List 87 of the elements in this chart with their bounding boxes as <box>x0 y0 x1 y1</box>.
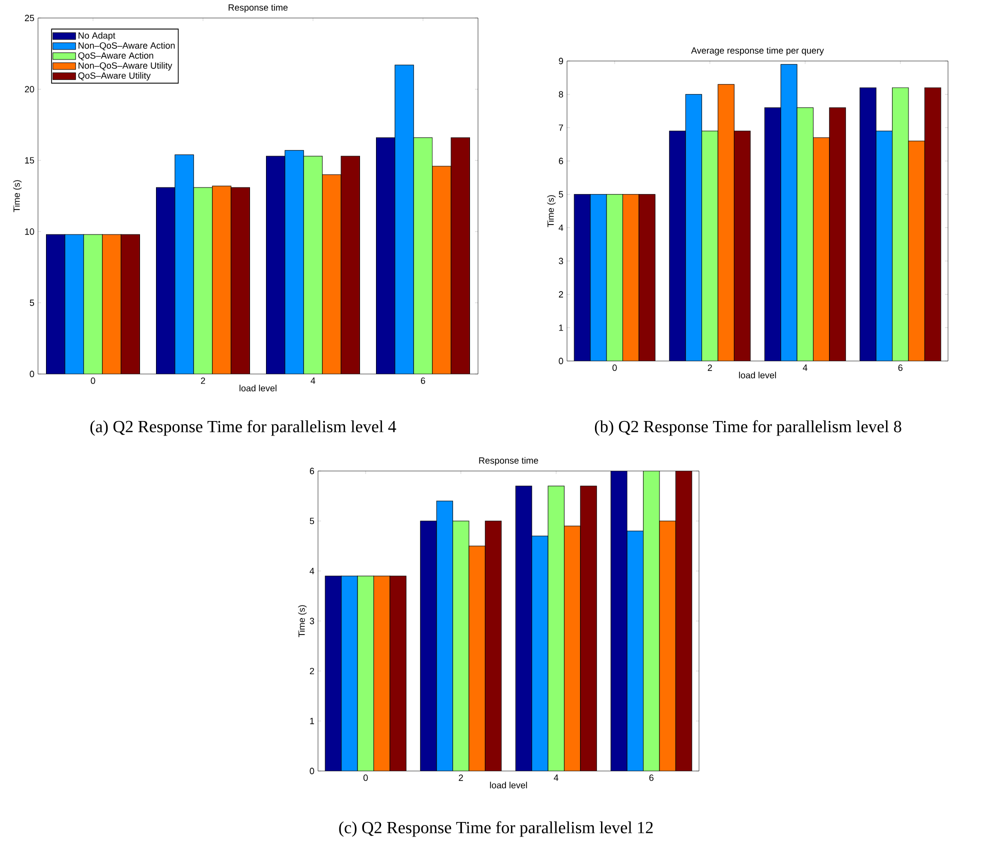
legend-label: Non–QoS–Aware Action <box>78 42 175 50</box>
legend-label: QoS–Aware Action <box>78 52 154 60</box>
bar <box>468 546 486 771</box>
bar <box>373 576 390 771</box>
x-tick-label: 6 <box>898 364 902 371</box>
bar <box>266 156 286 374</box>
bar <box>413 137 433 374</box>
bar <box>643 470 660 771</box>
bar <box>908 140 925 361</box>
y-tick-label: 2 <box>310 668 314 674</box>
y-tick-label: 6 <box>310 468 314 474</box>
y-tick-label: 0 <box>310 768 314 774</box>
x-axis-title: load level <box>240 384 276 392</box>
x-tick-label: 2 <box>200 378 206 384</box>
y-axis-title: Time (s) <box>13 180 22 212</box>
y-tick-label: 4 <box>558 224 564 231</box>
bar <box>303 156 323 374</box>
y-tick-label: 7 <box>558 124 564 131</box>
text: (c) Q2 Response Time for parallelism level 12 <box>339 821 653 837</box>
x-tick-label: 4 <box>802 364 808 371</box>
bar <box>812 137 830 361</box>
bar <box>659 520 676 771</box>
bar <box>764 107 782 361</box>
bar <box>450 137 470 374</box>
x-tick-label: 0 <box>363 774 368 781</box>
bar <box>376 137 396 374</box>
y-tick-label: 9 <box>558 58 564 64</box>
x-tick-label: 6 <box>649 774 654 781</box>
legend-label: QoS–Aware Utility <box>78 72 151 81</box>
x-axis-title: load level <box>739 372 776 378</box>
y-tick-label: 25 <box>24 14 34 22</box>
y-tick-label: 0 <box>558 358 564 364</box>
bar <box>780 64 798 361</box>
x-tick-label: 2 <box>708 364 712 371</box>
y-axis-title: Time (s) <box>547 195 556 228</box>
bar <box>590 194 607 361</box>
y-tick-label: 8 <box>558 91 564 98</box>
legend-label: Non–QoS–Aware Utility <box>78 62 172 71</box>
bar <box>341 576 358 771</box>
bar <box>860 87 876 361</box>
bar <box>340 156 360 374</box>
y-tick-label: 5 <box>30 300 34 306</box>
y-tick-label: 5 <box>558 191 564 198</box>
y-tick-label: 4 <box>310 568 314 574</box>
x-tick-label: 0 <box>90 378 96 384</box>
chart-title: Average response time per query <box>691 47 824 56</box>
y-tick-label: 20 <box>24 86 34 92</box>
y-tick-label: 10 <box>25 228 34 235</box>
legend-label: No Adapt <box>78 32 116 40</box>
bar <box>574 194 591 361</box>
chart-title: Response time <box>228 4 288 12</box>
text: (a) Q2 Response Time for parallelism level 4 <box>90 420 396 436</box>
y-tick-label: 1 <box>310 718 314 724</box>
bar <box>46 234 66 374</box>
bar <box>532 536 548 771</box>
bar <box>718 84 734 361</box>
bar <box>230 187 250 374</box>
y-tick-label: 15 <box>25 157 34 164</box>
x-tick-label: 0 <box>612 364 617 371</box>
y-tick-label: 6 <box>558 158 564 164</box>
bar <box>876 130 893 361</box>
bar <box>622 194 640 361</box>
bar <box>685 94 702 361</box>
text: (b) Q2 Response Time for parallelism level 8 <box>594 420 902 436</box>
bar <box>120 234 140 374</box>
chart-title: Response time <box>479 457 538 466</box>
y-tick-label: 3 <box>558 258 564 264</box>
y-axis-title: Time (s) <box>298 605 307 638</box>
x-tick-label: 2 <box>458 774 463 781</box>
x-tick-label: 4 <box>554 774 558 781</box>
bar <box>193 187 213 374</box>
bar <box>156 187 176 374</box>
bar <box>548 486 564 771</box>
bar <box>626 530 644 771</box>
bar <box>452 520 470 771</box>
y-tick-label: 1 <box>559 324 564 331</box>
x-tick-label: 6 <box>420 378 426 384</box>
bar <box>669 130 686 361</box>
bar <box>83 234 103 374</box>
x-axis-title: load level <box>490 782 527 788</box>
bar <box>436 500 454 771</box>
bar <box>564 526 581 771</box>
y-tick-label: 2 <box>558 291 564 298</box>
bar <box>357 576 374 771</box>
y-tick-label: 3 <box>310 618 314 624</box>
y-tick-label: 5 <box>310 518 314 524</box>
y-tick-label: 0 <box>30 370 34 378</box>
